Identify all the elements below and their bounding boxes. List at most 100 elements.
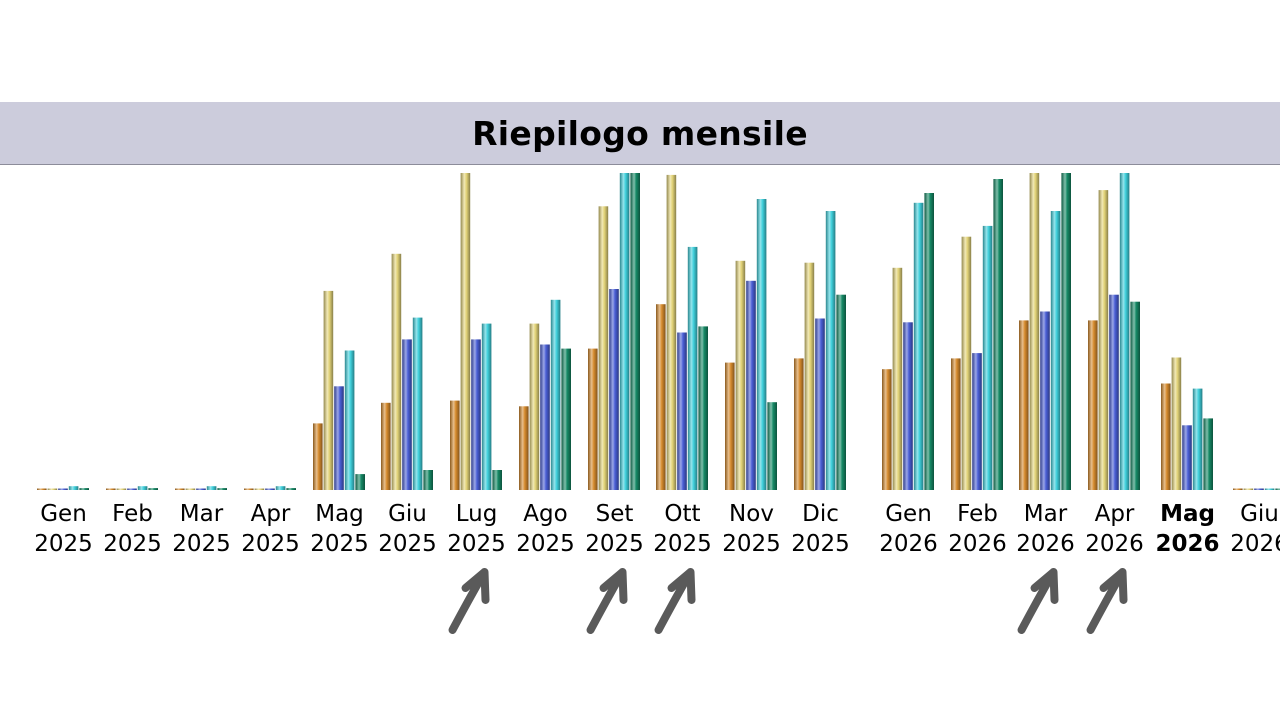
bar-feb-2025-s1 <box>106 488 116 490</box>
bar-set-2025-s4 <box>619 173 630 490</box>
bar-dic-2025-s1 <box>794 358 804 490</box>
bar-feb-2025-s4 <box>137 486 148 490</box>
bar-giu-2025-s5 <box>423 470 433 490</box>
x-tick-month: Ago <box>523 501 567 527</box>
bars-layer <box>37 173 1280 491</box>
bar-gen-2026-s2 <box>892 267 903 490</box>
bar-dic-2025-s3 <box>815 318 825 490</box>
bar-mar-2026-s3 <box>1040 311 1050 490</box>
bar-set-2025-s3 <box>609 289 619 490</box>
bar-ott-2025-s1 <box>656 304 666 490</box>
bar-nov-2025-s5 <box>767 402 777 490</box>
x-tick-year: 2026 <box>948 531 1007 557</box>
bar-apr-2026-s3 <box>1109 294 1119 490</box>
bar-mar-2026-s1 <box>1019 320 1029 490</box>
x-tick-month: Gen <box>40 501 87 527</box>
bar-giu-2026-s2 <box>1243 488 1254 490</box>
chart-title: Riepilogo mensile <box>472 113 808 153</box>
arrows-layer <box>448 568 1128 634</box>
x-tick-year: 2025 <box>447 531 506 557</box>
bar-mar-2026-s2 <box>1029 173 1040 490</box>
bar-mar-2025-s5 <box>217 488 227 490</box>
bar-ott-2025-s5 <box>698 326 708 490</box>
x-tick-month: Feb <box>112 501 153 527</box>
bar-mag-2025-s2 <box>323 290 334 490</box>
bar-ago-2025-s4 <box>550 299 561 490</box>
bar-giu-2025-s2 <box>391 253 402 490</box>
bar-ott-2025-s2 <box>666 174 677 490</box>
annotation-arrow-icon <box>654 568 696 634</box>
bar-nov-2025-s1 <box>725 362 735 490</box>
bar-nov-2025-s2 <box>735 260 746 490</box>
bar-ago-2025-s3 <box>540 344 550 490</box>
bar-set-2025-s5 <box>630 173 640 490</box>
bar-apr-2025-s4 <box>275 486 286 490</box>
bar-mag-2025-s3 <box>334 386 344 490</box>
bar-set-2025-s1 <box>588 348 598 490</box>
bar-gen-2025-s3 <box>58 488 68 490</box>
bar-lug-2025-s4 <box>481 323 492 490</box>
bar-giu-2026-s5 <box>1275 488 1280 490</box>
x-tick-month: Mag <box>1160 501 1215 527</box>
x-tick-month: Lug <box>456 501 498 527</box>
bar-feb-2026-s2 <box>961 236 972 490</box>
annotation-arrow-icon <box>448 568 490 634</box>
x-tick-month: Giu <box>388 501 427 527</box>
bar-feb-2026-s4 <box>982 225 993 490</box>
bar-mag-2026-s3 <box>1182 425 1192 490</box>
bar-lug-2025-s3 <box>471 339 481 490</box>
bar-gen-2026-s4 <box>913 202 924 491</box>
x-tick-year: 2025 <box>722 531 781 557</box>
bar-mag-2026-s1 <box>1161 383 1171 490</box>
x-tick-month: Feb <box>957 501 998 527</box>
labels-layer: Gen 2025 Feb 2025 Mar 2025 Apr 2025 Mag 2025 Giu 20… <box>34 501 1280 557</box>
x-tick-year: 2026 <box>1230 531 1280 557</box>
x-tick-year: 2025 <box>310 531 369 557</box>
bar-giu-2025-s4 <box>412 317 423 490</box>
bar-dic-2025-s2 <box>804 262 815 490</box>
bar-mar-2026-s5 <box>1061 173 1071 490</box>
bar-gen-2025-s4 <box>68 486 79 490</box>
bar-giu-2026-s3 <box>1254 488 1264 490</box>
bar-ott-2025-s4 <box>687 246 698 490</box>
bar-lug-2025-s5 <box>492 470 502 490</box>
bar-mar-2025-s3 <box>196 488 206 490</box>
bar-apr-2025-s5 <box>286 488 296 490</box>
x-tick-year: 2026 <box>1016 531 1075 557</box>
bar-apr-2025-s1 <box>244 488 254 490</box>
bar-feb-2026-s1 <box>951 358 961 490</box>
bar-feb-2026-s5 <box>993 179 1003 490</box>
x-tick-month: Nov <box>729 501 774 527</box>
bar-giu-2025-s3 <box>402 339 412 490</box>
bar-feb-2026-s3 <box>972 353 982 490</box>
bar-apr-2026-s5 <box>1130 301 1140 490</box>
x-tick-year: 2025 <box>653 531 712 557</box>
x-tick-month: Apr <box>251 501 291 527</box>
bar-nov-2025-s3 <box>746 280 756 490</box>
bar-feb-2025-s5 <box>148 488 158 490</box>
x-tick-year: 2026 <box>1155 531 1219 557</box>
annotation-arrow-icon <box>1086 568 1128 634</box>
bar-gen-2026-s3 <box>903 322 913 490</box>
bar-mag-2025-s1 <box>313 423 323 490</box>
bar-lug-2025-s2 <box>460 173 471 490</box>
bar-feb-2025-s3 <box>127 488 137 490</box>
bar-mar-2025-s4 <box>206 486 217 490</box>
x-tick-month: Mar <box>1024 501 1068 527</box>
x-tick-month: Ott <box>664 501 700 527</box>
bar-dic-2025-s4 <box>825 211 836 490</box>
x-tick-year: 2025 <box>103 531 162 557</box>
x-tick-month: Apr <box>1095 501 1135 527</box>
bar-feb-2025-s2 <box>116 488 127 490</box>
bar-ago-2025-s2 <box>529 323 540 490</box>
bar-apr-2025-s3 <box>265 488 275 490</box>
bar-giu-2026-s1 <box>1233 488 1243 490</box>
x-tick-month: Gen <box>885 501 932 527</box>
x-tick-year: 2025 <box>585 531 644 557</box>
x-tick-year: 2026 <box>1085 531 1144 557</box>
x-tick-year: 2025 <box>791 531 850 557</box>
x-tick-year: 2025 <box>34 531 93 557</box>
x-tick-year: 2025 <box>378 531 437 557</box>
bar-apr-2026-s1 <box>1088 320 1098 490</box>
